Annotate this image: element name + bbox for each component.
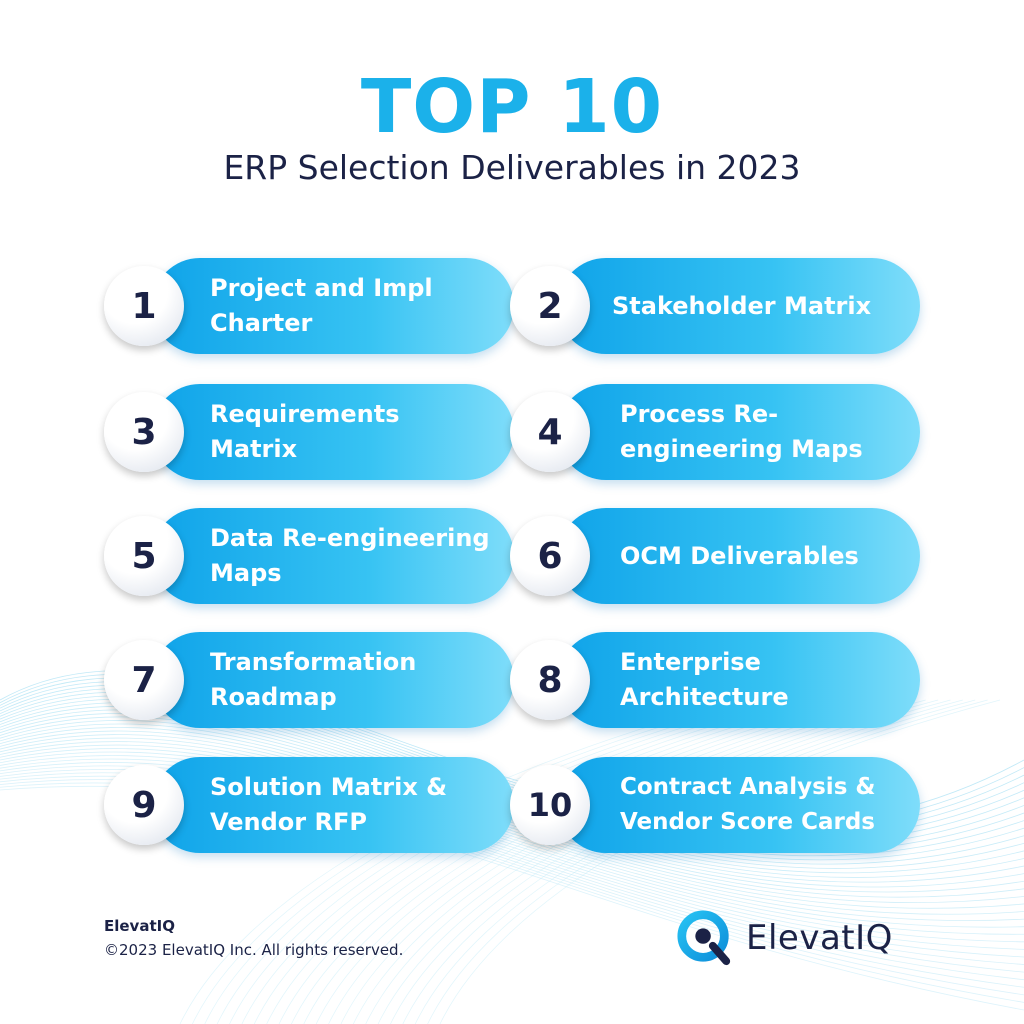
background-wave-line bbox=[303, 699, 864, 1024]
deliverable-pill bbox=[558, 757, 920, 853]
deliverable-card-8: Enterprise Architecture 8 bbox=[510, 632, 920, 728]
page-title: TOP 10 bbox=[360, 64, 664, 150]
deliverable-card-7: Transformation Roadmap 7 bbox=[104, 632, 514, 728]
deliverable-card-9: Solution Matrix & Vendor RFP 9 bbox=[104, 757, 514, 853]
brand-logo: ElevatIQ bbox=[676, 908, 893, 968]
deliverable-number-badge: 7 bbox=[104, 640, 184, 720]
deliverable-pill bbox=[152, 258, 514, 354]
footer-copyright: ©2023 ElevatIQ Inc. All rights reserved. bbox=[104, 941, 404, 959]
deliverable-label: Enterprise Architecture bbox=[620, 648, 789, 711]
deliverable-number-badge: 3 bbox=[104, 392, 184, 472]
deliverable-number-badge: 5 bbox=[104, 516, 184, 596]
deliverable-card-5: Data Re-engineering Maps 5 bbox=[104, 508, 514, 604]
background-wave-line bbox=[192, 699, 753, 1024]
deliverable-card-3: Requirements Matrix 3 bbox=[104, 384, 514, 480]
deliverable-label: Transformation Roadmap bbox=[210, 648, 417, 711]
background-wave-line bbox=[328, 699, 889, 1024]
deliverable-label: Requirements Matrix bbox=[210, 400, 400, 463]
deliverable-card-6: OCM Deliverables 6 bbox=[510, 508, 920, 604]
deliverable-card-10: Contract Analysis & Vendor Score Cards 1… bbox=[510, 757, 920, 853]
deliverable-pill bbox=[152, 757, 514, 853]
deliverable-label: Solution Matrix & Vendor RFP bbox=[210, 773, 448, 836]
deliverable-card-2: Stakeholder Matrix 2 bbox=[510, 258, 920, 354]
deliverable-number-badge: 1 bbox=[104, 266, 184, 346]
background-wave-line bbox=[365, 699, 926, 1024]
background-wave-line bbox=[340, 699, 902, 1024]
background-wave-line bbox=[241, 699, 802, 1024]
deliverable-number-badge: 8 bbox=[510, 640, 590, 720]
deliverable-number-badge: 10 bbox=[510, 765, 590, 845]
deliverable-pill bbox=[152, 384, 514, 480]
deliverable-card-1: Project and Impl Charter 1 bbox=[104, 258, 514, 354]
deliverable-number-badge: 4 bbox=[510, 392, 590, 472]
background-wave-line bbox=[229, 699, 790, 1024]
deliverable-card-4: Process Re- engineering Maps 4 bbox=[510, 384, 920, 480]
page-subtitle: ERP Selection Deliverables in 2023 bbox=[223, 148, 801, 187]
background-wave-line bbox=[266, 699, 827, 1024]
deliverable-number-badge: 6 bbox=[510, 516, 590, 596]
deliverable-pill bbox=[558, 384, 920, 480]
deliverable-pill bbox=[152, 632, 514, 728]
deliverable-pill bbox=[152, 508, 514, 604]
background-wave-line bbox=[204, 699, 765, 1024]
deliverable-pill bbox=[558, 258, 920, 354]
background-wave-line bbox=[353, 699, 914, 1024]
background-wave-line bbox=[315, 699, 877, 1024]
deliverable-label: Data Re-engineering Maps bbox=[210, 524, 490, 587]
deliverable-label: OCM Deliverables bbox=[620, 541, 859, 570]
deliverable-pill bbox=[558, 632, 920, 728]
deliverable-number-badge: 9 bbox=[104, 765, 184, 845]
deliverable-label: Contract Analysis & Vendor Score Cards bbox=[620, 774, 876, 835]
logo-text: ElevatIQ bbox=[746, 918, 893, 958]
background-wave-line bbox=[377, 699, 939, 1024]
footer-brand-name: ElevatIQ bbox=[104, 917, 175, 935]
deliverable-number-badge: 2 bbox=[510, 266, 590, 346]
background-wave-line bbox=[427, 699, 988, 1024]
deliverable-label: Project and Impl Charter bbox=[210, 274, 433, 337]
background-wave-line bbox=[179, 699, 741, 1024]
deliverable-label: Stakeholder Matrix bbox=[612, 291, 872, 320]
deliverable-pill bbox=[558, 508, 920, 604]
deliverable-label: Process Re- engineering Maps bbox=[620, 400, 863, 463]
elevatiq-q-logo-icon bbox=[677, 910, 731, 966]
background-wave-line bbox=[390, 699, 951, 1024]
